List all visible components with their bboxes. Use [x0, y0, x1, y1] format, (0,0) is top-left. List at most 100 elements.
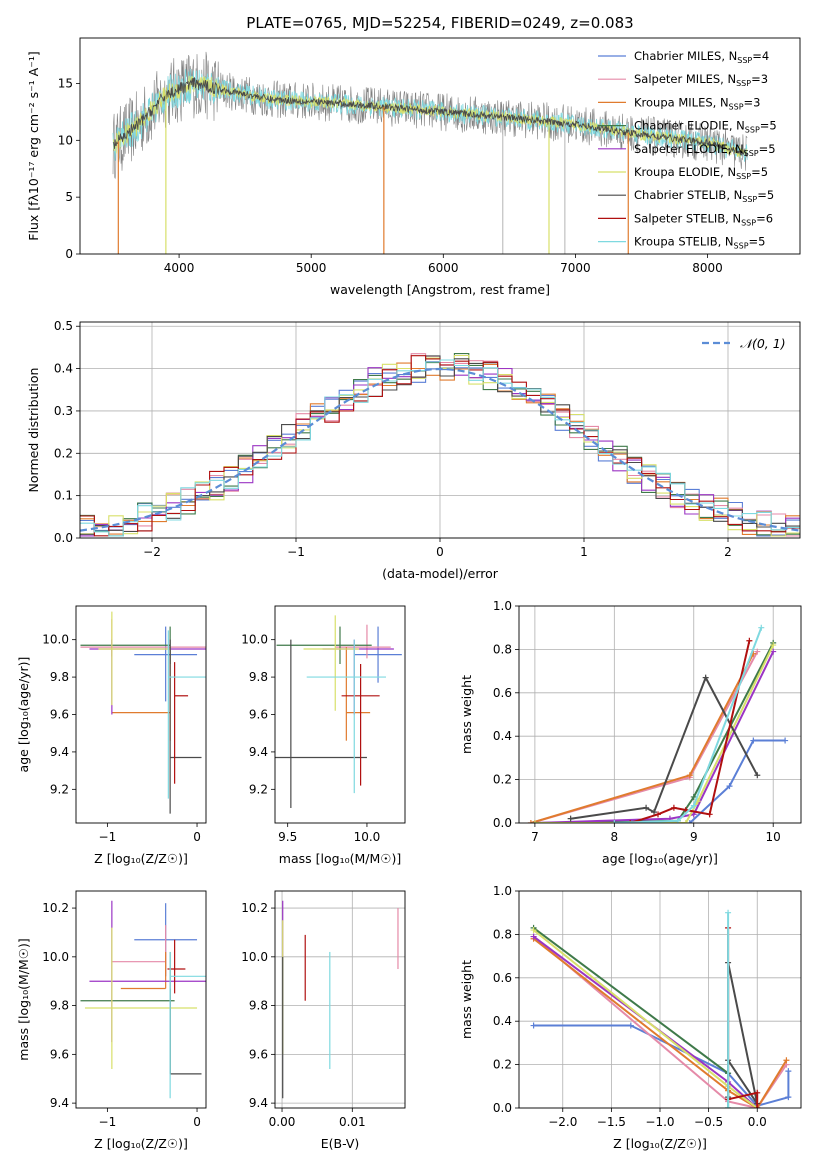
x-tick-label: 5000 [296, 261, 327, 275]
errorbar-point [169, 639, 202, 814]
x-tick-label: 0.00 [269, 1115, 296, 1129]
y-tick-label: 0.8 [493, 927, 512, 941]
x-tick-label: 8 [611, 830, 619, 844]
y-tick-label: 0.6 [493, 971, 512, 985]
y-tick-label: 9.4 [50, 745, 69, 759]
y-tick-label: 9.8 [249, 999, 268, 1013]
y-tick-label: 9.8 [50, 999, 69, 1013]
y-tick-label: 5 [65, 190, 73, 204]
plot-area [80, 353, 800, 537]
errorbar-point [354, 626, 402, 683]
x-axis-label: Z [log₁₀(Z/Z☉)] [94, 851, 188, 866]
plot-area [282, 900, 399, 1099]
errorbar-point [335, 624, 391, 659]
weight-marker [530, 1022, 537, 1029]
y-tick-label: 10.0 [42, 633, 69, 647]
weight-marker [643, 804, 650, 811]
x-tick-label: 10 [766, 830, 781, 844]
x-axis-label: Z [log₁₀(Z/Z☉)] [613, 1136, 707, 1151]
x-tick-label: −1.5 [597, 1115, 626, 1129]
x-tick-label: 6000 [428, 261, 459, 275]
legend-label: Chabrier MILES, NSSP=4 [634, 49, 769, 65]
y-tick-label: 9.6 [50, 1047, 69, 1061]
weight-marker [670, 804, 677, 811]
weight-marker [530, 933, 537, 940]
plot-area [275, 615, 402, 809]
weight-marker [758, 624, 765, 631]
errorbar-point [341, 663, 380, 786]
weight-marker [530, 927, 537, 934]
x-axis-label: Z [log₁₀(Z/Z☉)] [94, 1136, 188, 1151]
y-tick-label: 0.4 [493, 1014, 512, 1028]
y-tick-label: 0.0 [493, 1101, 512, 1115]
x-axis-label: wavelength [Angstrom, rest frame] [330, 282, 550, 297]
y-tick-label: 9.2 [50, 782, 69, 796]
panel-spectrum: 4000 5000 6000 7000 8000 0 5 10 15 wavelength [An… [26, 37, 801, 297]
errorbar-point [84, 927, 198, 1069]
x-tick-label: −1.0 [645, 1115, 674, 1129]
weight-marker [706, 811, 713, 818]
panel-mass-vs-z: −1 0 9.4 9.6 9.8 10.0 10.2 Z [log₁₀(Z/Z☉)] mass … [16, 890, 207, 1151]
weight-marker [754, 648, 761, 655]
weight-marker [754, 772, 761, 779]
y-tick-label: 10 [58, 133, 73, 147]
plot-area [80, 611, 206, 814]
residual-histogram [80, 355, 800, 537]
y-tick-label: 9.4 [249, 745, 268, 759]
legend-label: Salpeter ELODIE, NSSP=5 [634, 142, 776, 158]
weight-series-line [689, 739, 786, 823]
weight-series-line [533, 1024, 790, 1107]
spectrum-line [112, 76, 748, 158]
x-tick-label: 0.01 [339, 1115, 366, 1129]
weight-marker [611, 820, 618, 823]
weight-marker [725, 909, 732, 916]
y-tick-label: 0 [65, 247, 73, 261]
y-tick-label: 9.6 [50, 708, 69, 722]
axes-frame [79, 37, 801, 255]
spectrum-line [112, 68, 748, 162]
x-tick-label: −0.5 [694, 1115, 723, 1129]
weight-marker [754, 1089, 761, 1096]
weight-marker [726, 783, 733, 790]
weight-marker [725, 1105, 732, 1108]
legend-label: Chabrier ELODIE, NSSP=5 [634, 119, 777, 135]
weight-marker [567, 815, 574, 822]
y-tick-label: 0.0 [493, 816, 512, 830]
x-axis-label: (data-model)/error [382, 566, 499, 581]
weight-series-line [532, 937, 788, 1108]
y-axis-label: Flux [fλ10⁻¹⁷ erg cm⁻² s⁻¹ A⁻¹] [26, 51, 41, 240]
y-tick-label: 9.6 [249, 708, 268, 722]
weight-marker [702, 674, 709, 681]
y-tick-label: 10.2 [42, 901, 69, 915]
errorbar-point [303, 615, 360, 711]
residual-histogram [80, 359, 800, 537]
weight-marker [785, 1068, 792, 1075]
y-tick-label: 9.4 [50, 1096, 69, 1110]
weight-marker [686, 772, 693, 779]
y-tick-label: 9.8 [50, 670, 69, 684]
weight-series-line [614, 627, 763, 823]
panel-mass-vs-ebv: 0.00 0.01 9.4 9.6 9.8 10.0 10.2 E(B-V) [241, 890, 406, 1151]
errorbar-point [306, 639, 386, 794]
weight-marker [627, 820, 634, 823]
errorbar-point [345, 647, 371, 741]
y-tick-label: 0.2 [493, 1058, 512, 1072]
y-tick-label: 9.2 [249, 782, 268, 796]
y-tick-label: 10.0 [241, 950, 268, 964]
legend-label: 𝒩(0, 1) [740, 336, 786, 351]
errorbar-point [276, 626, 372, 664]
axes-frame [518, 890, 802, 1109]
y-tick-label: 0.4 [493, 729, 512, 743]
weight-series-line [532, 935, 788, 1108]
x-tick-label: −1 [99, 830, 117, 844]
weight-marker [770, 648, 777, 655]
x-axis-label: mass [log₁₀(M/M☉)] [279, 851, 401, 866]
weight-marker [785, 1094, 792, 1101]
y-tick-label: 0.3 [54, 404, 73, 418]
y-tick-label: 10.0 [241, 633, 268, 647]
axes-frame [274, 890, 406, 1109]
x-axis-label: age [log₁₀(age/yr)] [602, 851, 718, 866]
y-tick-label: 1.0 [493, 884, 512, 898]
